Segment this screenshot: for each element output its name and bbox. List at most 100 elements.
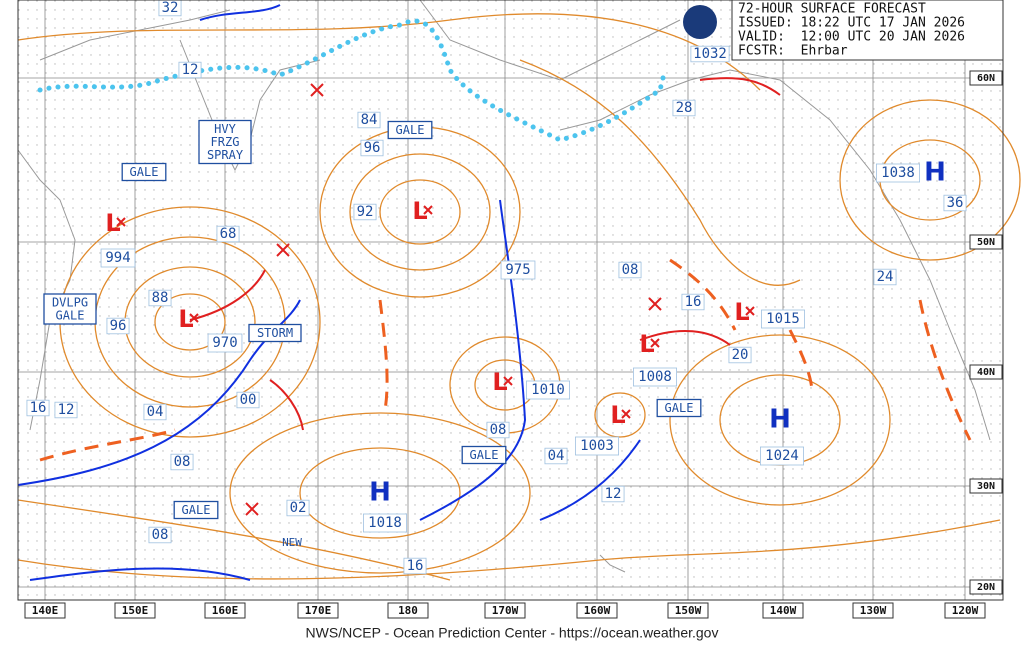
lon-label: 120W bbox=[952, 604, 979, 617]
center-pressure-bg bbox=[100, 248, 136, 268]
center-x bbox=[745, 306, 755, 316]
isobar-label-bg bbox=[486, 421, 510, 439]
lat-label: 40N bbox=[977, 367, 995, 378]
isobar-label-bg bbox=[943, 194, 967, 212]
warning-text: GALE bbox=[56, 309, 85, 323]
center-pressure-bg bbox=[575, 436, 620, 456]
isobar-label: 1032 bbox=[693, 46, 727, 62]
isobar-label: 16 bbox=[407, 558, 424, 574]
lon-label-box bbox=[387, 602, 429, 619]
center-pressure: 994 bbox=[105, 250, 130, 266]
ice-edge bbox=[37, 18, 668, 143]
warning-box bbox=[387, 120, 433, 140]
lon-label: 150E bbox=[122, 604, 149, 617]
isobar-label: 08 bbox=[490, 422, 507, 438]
lat-label: 30N bbox=[977, 481, 995, 492]
center-symbol: L bbox=[178, 305, 193, 333]
isobar-label-bg bbox=[357, 111, 381, 129]
lon-label: 170W bbox=[492, 604, 519, 617]
isobar-label: 04 bbox=[548, 448, 565, 464]
lon-label-box bbox=[576, 602, 618, 619]
isobar-label-bg bbox=[286, 499, 310, 517]
isobar-label: 36 bbox=[947, 195, 964, 211]
isobar-label: 28 bbox=[676, 100, 693, 116]
isobar-label-bg bbox=[26, 399, 50, 417]
isobar-label-bg bbox=[403, 557, 427, 575]
header-line: ISSUED: 18:22 UTC 17 JAN 2026 bbox=[738, 16, 965, 31]
center-symbol: H bbox=[369, 478, 391, 508]
center-pressure: 1038 bbox=[881, 165, 915, 181]
center-pressure: 1018 bbox=[368, 515, 402, 531]
lon-label-box bbox=[762, 602, 804, 619]
center-symbol: L bbox=[639, 330, 654, 358]
isobar-label: 08 bbox=[174, 454, 191, 470]
isobar-label-bg bbox=[178, 61, 202, 79]
warning-text: STORM bbox=[257, 326, 293, 340]
axes: 140E 150E 160E 170E 180 170W 160W 150W 140W 130W 1… bbox=[24, 70, 1003, 619]
isobar-label: 12 bbox=[182, 62, 199, 78]
header-line: VALID: 12:00 UTC 20 JAN 2026 bbox=[738, 30, 965, 45]
header-line: FCSTR: Ehrbar bbox=[738, 44, 848, 59]
lon-label-box bbox=[944, 602, 986, 619]
noaa-logo bbox=[683, 5, 717, 39]
isobar-label: 68 bbox=[220, 226, 237, 242]
lon-label: 160E bbox=[212, 604, 239, 617]
center-pressure: 1024 bbox=[765, 448, 799, 464]
lon-label-box bbox=[24, 602, 66, 619]
lat-label-box bbox=[969, 579, 1003, 595]
lat-label: 20N bbox=[977, 582, 995, 593]
lon-label: 170E bbox=[305, 604, 332, 617]
isobar-label: 24 bbox=[877, 269, 894, 285]
center-pressure-bg bbox=[207, 333, 243, 353]
center-x bbox=[503, 376, 513, 386]
isobar-label: 20 bbox=[732, 347, 749, 363]
isobar-label-bg bbox=[106, 317, 130, 335]
center-symbol: L bbox=[734, 298, 749, 326]
lat-label-box bbox=[969, 70, 1003, 86]
isobar-label-bg bbox=[672, 99, 696, 117]
warning-box bbox=[198, 119, 252, 165]
warning-box bbox=[248, 323, 302, 343]
isobar-label-bg bbox=[236, 391, 260, 409]
lon-label-box bbox=[204, 602, 246, 619]
isobar-label-bg bbox=[143, 403, 167, 421]
center-pressure: 1003 bbox=[580, 438, 614, 454]
warning-text: GALE bbox=[182, 503, 211, 517]
lat-label-box bbox=[969, 478, 1003, 494]
note: NEW bbox=[282, 536, 302, 549]
center-pressure-bg bbox=[761, 309, 806, 329]
lon-label-box bbox=[667, 602, 709, 619]
warning-box bbox=[43, 293, 97, 325]
lat-label: 60N bbox=[977, 73, 995, 84]
isobar-label: 08 bbox=[152, 527, 169, 543]
center-x bbox=[116, 217, 126, 227]
isobar-label: 08 bbox=[622, 262, 639, 278]
isobar-label-bg bbox=[170, 453, 194, 471]
isobar-label: 16 bbox=[685, 294, 702, 310]
center-x bbox=[423, 205, 433, 215]
lon-label: 140E bbox=[32, 604, 59, 617]
map-area bbox=[18, 0, 1003, 600]
center-pressure-bg bbox=[500, 260, 536, 280]
lon-label-box bbox=[484, 602, 526, 619]
isobar-label: 04 bbox=[147, 404, 164, 420]
warning-box bbox=[656, 398, 702, 418]
warning-text: HVY bbox=[214, 122, 236, 136]
lat-label: 50N bbox=[977, 237, 995, 248]
center-symbol: L bbox=[412, 197, 427, 225]
isobar-label: 88 bbox=[152, 290, 169, 306]
center-x bbox=[650, 338, 660, 348]
header-line: 72-HOUR SURFACE FORECAST bbox=[738, 2, 926, 17]
center-pressure: 1015 bbox=[766, 311, 800, 327]
lon-label: 140W bbox=[770, 604, 797, 617]
warning-text: FRZG bbox=[211, 135, 240, 149]
isobar-label: 00 bbox=[240, 392, 257, 408]
isobar-label-bg bbox=[216, 225, 240, 243]
center-symbol: H bbox=[769, 405, 791, 435]
isobar-label-bg bbox=[690, 45, 730, 63]
isobar-label: 02 bbox=[290, 500, 307, 516]
isobar-label: 12 bbox=[605, 486, 622, 502]
center-pressure-bg bbox=[876, 163, 921, 183]
